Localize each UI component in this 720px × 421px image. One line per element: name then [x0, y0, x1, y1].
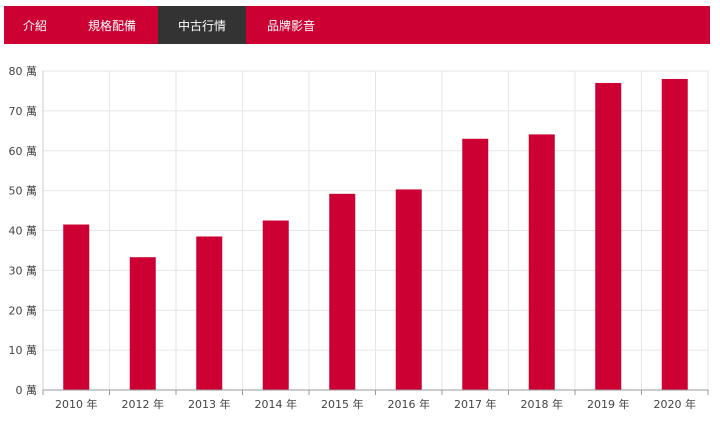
y-tick-label: 40 萬	[9, 225, 38, 238]
axis-layer: 0 萬 10 萬 20 萬 30 萬 40 萬 50 萬 60 萬 70 萬 80 萬 2010 …	[9, 65, 709, 411]
y-tick-label: 70 萬	[9, 105, 38, 118]
bar-3[interactable]	[196, 236, 223, 390]
x-tick-label: 2013 年	[188, 397, 231, 411]
x-tick-label: 2017 年	[454, 397, 497, 411]
tab-brand-media[interactable]: 品牌影音	[266, 18, 315, 33]
bar-layer	[63, 78, 688, 391]
bar-8[interactable]	[528, 134, 555, 390]
bar-6[interactable]	[395, 189, 422, 390]
y-tick-label: 80 萬	[9, 65, 38, 78]
y-tick-label: 50 萬	[9, 185, 38, 198]
tab-used-prices[interactable]: 中古行情	[158, 6, 246, 44]
bar-4[interactable]	[262, 220, 289, 390]
tab-intro[interactable]: 介紹	[22, 18, 47, 33]
bar-1[interactable]	[63, 224, 90, 390]
x-tick-label: 2019 年	[587, 397, 630, 411]
y-tick-label: 10 萬	[9, 344, 38, 357]
y-tick-label: 0 萬	[16, 384, 38, 397]
tab-specs[interactable]: 規格配備	[87, 18, 136, 33]
y-tick-label: 30 萬	[9, 264, 38, 277]
bar-9[interactable]	[595, 82, 622, 391]
x-tick-label: 2010 年	[55, 397, 98, 411]
bar-2[interactable]	[129, 257, 156, 390]
x-tick-label: 2016 年	[388, 397, 431, 411]
top-nav: 介紹 規格配備 中古行情 品牌影音	[4, 6, 710, 44]
bar-5[interactable]	[329, 193, 356, 390]
y-tick-label: 60 萬	[9, 145, 38, 158]
x-tick-label: 2012 年	[122, 397, 165, 411]
x-tick-label: 2020 年	[654, 397, 697, 411]
bar-7[interactable]	[462, 138, 489, 390]
price-chart-container: 0 萬 10 萬 20 萬 30 萬 40 萬 50 萬 60 萬 70 萬 80 萬 2010 …	[0, 50, 720, 417]
price-bar-chart: 0 萬 10 萬 20 萬 30 萬 40 萬 50 萬 60 萬 70 萬 80 萬 2010 …	[9, 65, 709, 411]
bar-10[interactable]	[661, 78, 688, 390]
x-tick-label: 2018 年	[521, 397, 564, 411]
grid-layer	[42, 70, 709, 391]
x-tick-label: 2015 年	[321, 397, 364, 411]
x-tick-label: 2014 年	[255, 397, 298, 411]
y-tick-label: 20 萬	[9, 304, 38, 317]
